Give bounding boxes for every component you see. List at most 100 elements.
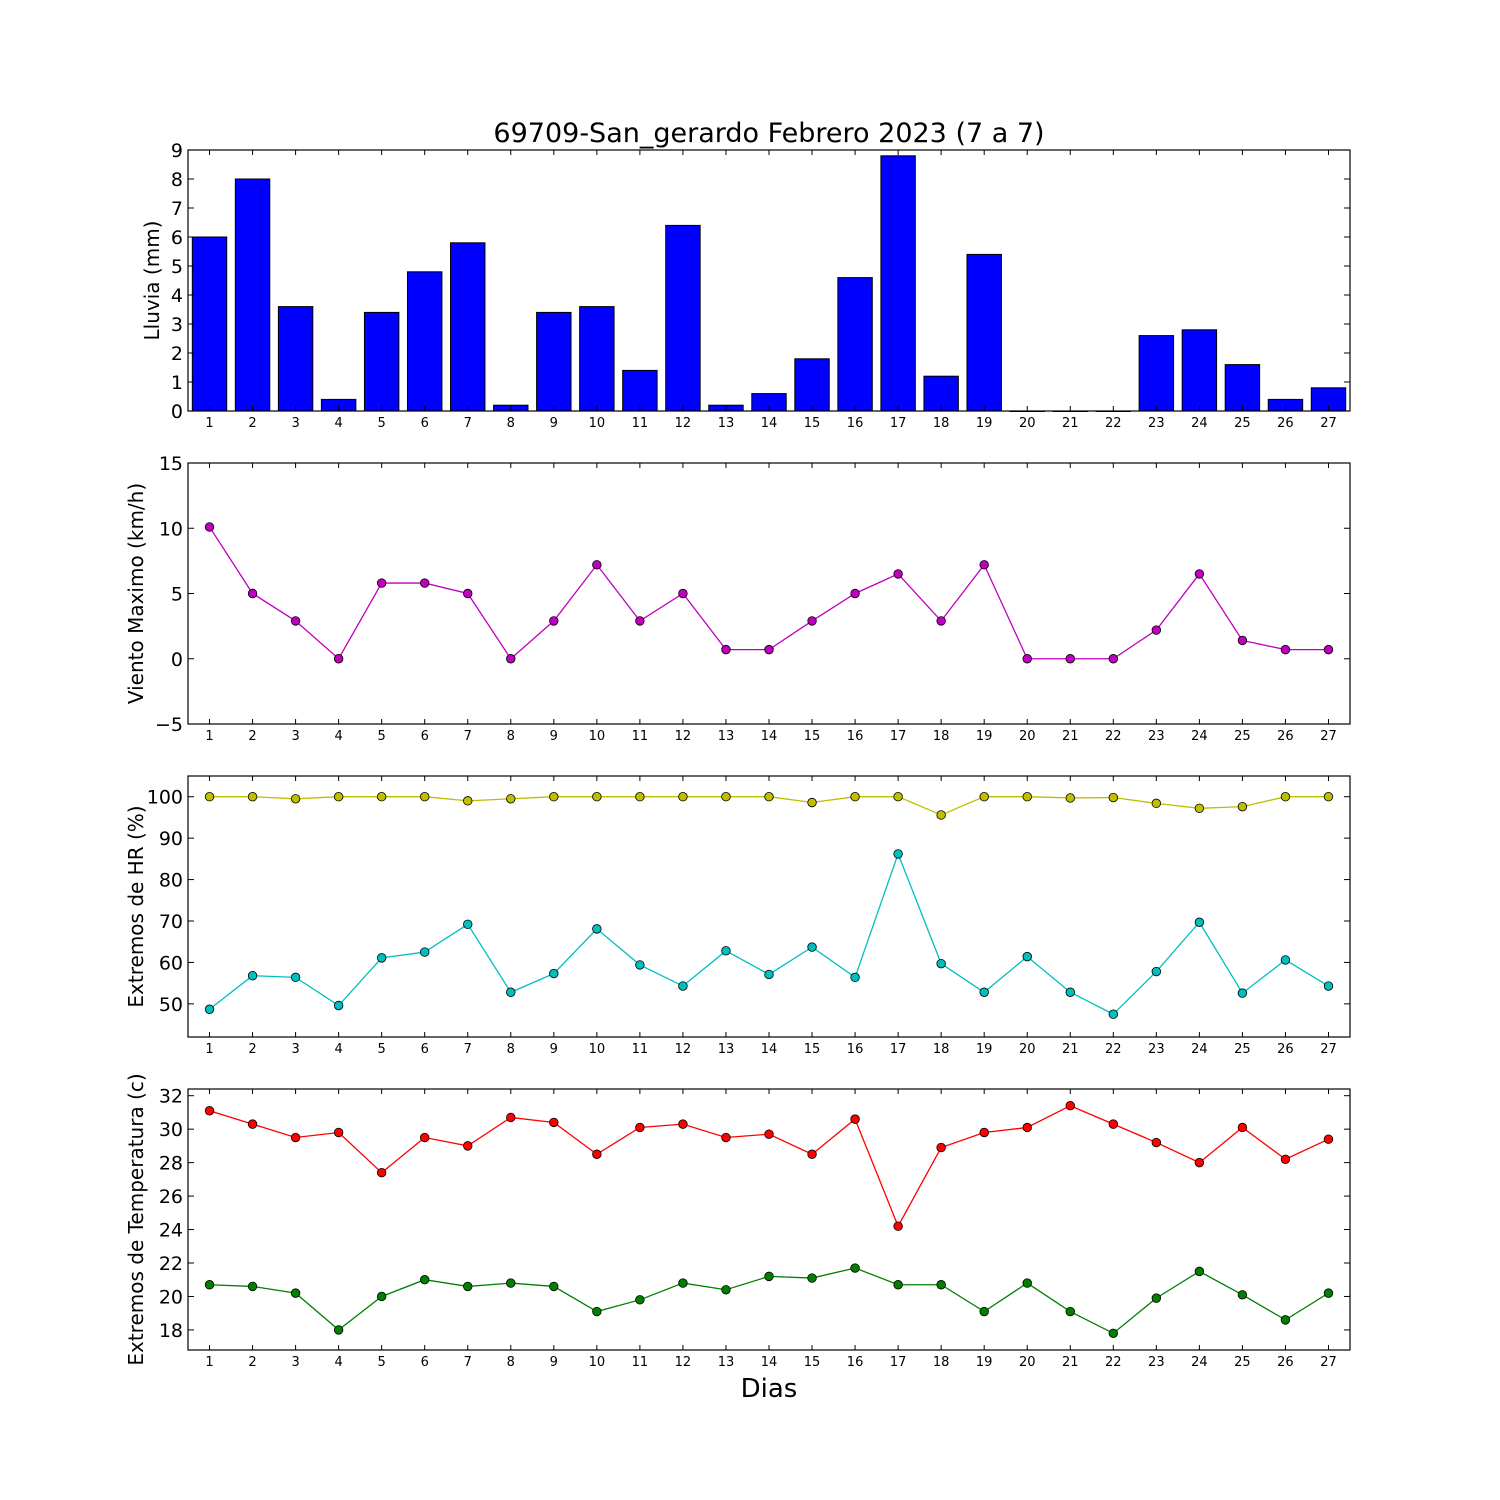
- temperature-series-0-point-day-13: [721, 1132, 731, 1143]
- humidity-ytick-label: 70: [159, 911, 183, 933]
- rain-bar-day-23: [1138, 335, 1175, 412]
- humidity-series-1-point-day-18: [936, 958, 946, 969]
- humidity-series-1-point-day-7: [463, 919, 473, 930]
- temperature-ytick-label: 24: [159, 1220, 183, 1242]
- temperature-xtick-label: 4: [334, 1355, 342, 1370]
- temperature-series-1-point-day-18: [936, 1280, 946, 1290]
- humidity-xtick-label: 11: [632, 1042, 649, 1057]
- rain-xtick-label: 21: [1062, 416, 1079, 431]
- humidity-xtick-label: 10: [589, 1042, 606, 1057]
- wind-series-0-point-day-7: [463, 588, 473, 599]
- rain-xtick-label: 6: [421, 416, 429, 431]
- humidity-series-1-point-day-20: [1022, 951, 1032, 962]
- humidity-series-1-point-day-1: [204, 1004, 215, 1014]
- temperature-xtick-label: 13: [718, 1355, 735, 1370]
- rain-xtick-label: 10: [589, 416, 606, 431]
- humidity-ytick-label: 50: [159, 994, 183, 1016]
- humidity-series-1-point-day-8: [506, 987, 516, 997]
- wind-ytick-label: −5: [155, 714, 183, 736]
- temperature-series-0-point-day-21: [1065, 1101, 1075, 1111]
- humidity-y-axis-label: Extremos de HR (%): [124, 805, 148, 1007]
- temperature-series-0-point-day-27: [1323, 1134, 1334, 1144]
- rain-xtick-label: 7: [464, 416, 472, 431]
- wind-xtick-label: 6: [421, 729, 429, 744]
- temperature-series-1-point-day-12: [678, 1278, 688, 1288]
- temperature-series-0-point-day-20: [1022, 1122, 1032, 1133]
- temperature-xtick-label: 2: [248, 1355, 256, 1370]
- temperature-xtick-label: 3: [291, 1355, 299, 1370]
- humidity-xtick-label: 9: [550, 1042, 558, 1057]
- temperature-y-axis-label: Extremos de Temperatura (c): [124, 1073, 148, 1365]
- wind-xtick-label: 2: [248, 729, 256, 744]
- temperature-xtick-label: 6: [421, 1355, 429, 1370]
- temperature-xtick-label: 19: [976, 1355, 993, 1370]
- temperature-series-1-point-day-19: [979, 1306, 989, 1317]
- temperature-series-0-point-day-7: [463, 1141, 473, 1151]
- humidity-xtick-label: 14: [761, 1042, 778, 1057]
- humidity-series-1-point-day-25: [1237, 988, 1248, 998]
- rain-xtick-label: 5: [378, 416, 386, 431]
- humidity-xtick-label: 24: [1191, 1042, 1208, 1057]
- humidity-series-1-point-day-6: [420, 947, 430, 957]
- temperature-series-1-point-day-26: [1280, 1315, 1291, 1325]
- rain-xtick-label: 13: [718, 416, 735, 431]
- wind-xtick-label: 5: [378, 729, 386, 744]
- rain-bar-day-25: [1224, 364, 1261, 412]
- humidity-series-0-point-day-20: [1022, 792, 1032, 802]
- chart-title: 69709-San_gerardo Febrero 2023 (7 a 7): [493, 118, 1044, 149]
- humidity-series-0-point-day-16: [850, 792, 860, 802]
- humidity-series-1-point-day-5: [376, 953, 387, 963]
- temperature-series-0-point-day-12: [678, 1119, 688, 1129]
- humidity-series-0-point-day-26: [1280, 792, 1291, 802]
- temperature-series-0-point-day-23: [1151, 1137, 1162, 1148]
- humidity-series-1-point-day-13: [721, 946, 731, 956]
- temperature-xtick-label: 24: [1191, 1355, 1208, 1370]
- humidity-series-1-point-day-16: [850, 972, 860, 983]
- humidity-xtick-label: 13: [718, 1042, 735, 1057]
- humidity-series-0-point-day-2: [247, 792, 258, 802]
- rain-bar-day-5: [363, 311, 400, 412]
- temperature-series-1-point-day-14: [764, 1271, 774, 1282]
- rain-xtick-label: 2: [248, 416, 256, 431]
- rain-bar-day-9: [536, 311, 572, 412]
- temperature-series-0-point-day-16: [850, 1114, 860, 1124]
- temperature-xtick-label: 12: [675, 1355, 692, 1370]
- rain-xtick-label: 15: [804, 416, 821, 431]
- temperature-series-0-point-day-22: [1108, 1119, 1119, 1129]
- rain-xtick-label: 1: [205, 416, 213, 431]
- rain-xtick-label: 4: [334, 416, 342, 431]
- wind-xtick-label: 13: [718, 729, 735, 744]
- wind-ytick-label: 15: [159, 453, 183, 475]
- temperature-xtick-label: 23: [1148, 1355, 1165, 1370]
- temperature-xtick-label: 27: [1320, 1355, 1337, 1370]
- temperature-xtick-label: 15: [804, 1355, 821, 1370]
- rain-ytick-label: 8: [171, 169, 183, 191]
- temperature-series-0-point-day-6: [420, 1132, 430, 1143]
- rain-bar-day-1: [191, 236, 228, 412]
- humidity-xtick-label: 27: [1320, 1042, 1337, 1057]
- rain-ytick-label: 6: [171, 227, 183, 249]
- wind-series-0-point-day-26: [1280, 644, 1291, 655]
- wind-xtick-label: 7: [464, 729, 472, 744]
- rain-xtick-label: 12: [675, 416, 692, 431]
- wind-xtick-label: 3: [291, 729, 299, 744]
- wind-series-0-point-day-24: [1194, 569, 1205, 579]
- wind-xtick-label: 8: [507, 729, 515, 744]
- wind-xtick-label: 20: [1019, 729, 1036, 744]
- temperature-series-1-point-day-8: [506, 1278, 516, 1288]
- temperature-series-0-point-day-26: [1280, 1154, 1291, 1164]
- wind-series-0-point-day-18: [936, 616, 946, 626]
- temperature-series-1-point-day-6: [420, 1275, 430, 1285]
- humidity-series-0-point-day-5: [376, 792, 387, 802]
- wind-xtick-label: 10: [589, 729, 606, 744]
- humidity-series-1-point-day-10: [592, 924, 602, 934]
- temperature-series-1-point-day-25: [1237, 1290, 1248, 1300]
- wind-ytick-label: 0: [171, 649, 183, 671]
- rain-xtick-label: 3: [291, 416, 299, 431]
- wind-xtick-label: 1: [205, 729, 213, 744]
- temperature-xtick-label: 25: [1234, 1355, 1251, 1370]
- temperature-series-0-point-day-5: [376, 1167, 387, 1178]
- temperature-xtick-label: 20: [1019, 1355, 1036, 1370]
- wind-series-0-point-day-27: [1323, 644, 1334, 655]
